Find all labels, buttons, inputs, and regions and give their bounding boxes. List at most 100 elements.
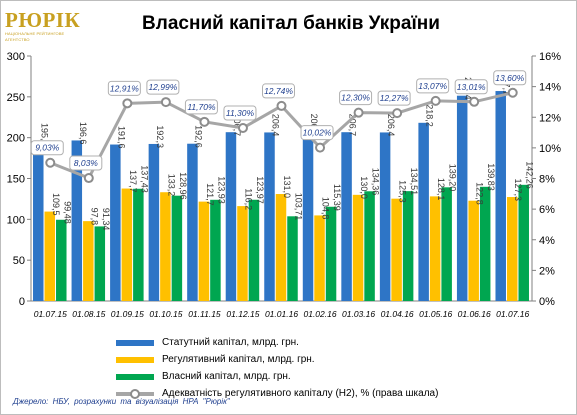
adequacy-callout-box [454, 79, 488, 95]
bar-own-capital [364, 191, 375, 301]
bar-authorized-capital [187, 143, 198, 301]
adequacy-callout-label: 10,02% [303, 128, 332, 138]
bar-value-label: 103,71 [294, 193, 304, 221]
bar-value-label: 130,0 [359, 176, 369, 199]
bar-own-capital [287, 216, 298, 301]
adequacy-callout-box [223, 105, 257, 121]
bar-authorized-capital [71, 140, 83, 301]
bar-value-label: 206,7 [348, 114, 358, 137]
adequacy-callout-label: 13,01% [457, 82, 486, 92]
bar-regulatory-capital [237, 206, 248, 301]
bar-value-label: 134,36 [371, 168, 381, 196]
bar-authorized-capital [264, 132, 275, 301]
y-tick-label-right: 16% [539, 51, 561, 63]
y-tick-label-left: 200 [7, 133, 25, 145]
bar-value-label: 125,3 [398, 180, 408, 203]
bar-regulatory-capital [160, 192, 171, 301]
bar-authorized-capital [33, 141, 44, 301]
bar-own-capital [210, 199, 221, 301]
bar-own-capital [441, 187, 452, 301]
adequacy-callout-box [30, 140, 64, 156]
bar-value-label: 195,3 [39, 123, 49, 146]
adequacy-callout-label: 8,03% [74, 158, 99, 168]
y-tick-label-left: 0 [19, 296, 25, 308]
bar-authorized-capital [110, 144, 121, 301]
line-point-adequacy [160, 97, 171, 108]
bar-value-label: 128,1 [436, 178, 446, 201]
chart-legend: Статутний капітал, млрд. грн. Регулятивн… [116, 334, 536, 402]
bar-value-label: 134,51 [409, 168, 419, 196]
bar-value-label: 133,2 [166, 174, 176, 197]
legend-item-adequacy: Адекватність регулятивного капіталу (Н2)… [116, 385, 536, 402]
bar-value-label: 206,8 [309, 114, 319, 137]
bar-authorized-capital [495, 91, 506, 301]
line-point-adequacy [83, 173, 94, 184]
x-tick-label: 01.11.15 [188, 309, 221, 319]
bar-value-label: 192,6 [193, 125, 203, 148]
bar-value-label: 97,8 [89, 208, 99, 226]
x-tick-label: 01.03.16 [342, 309, 375, 319]
adequacy-callout-box [493, 70, 527, 86]
bar-own-capital [325, 206, 337, 301]
line-point-adequacy [45, 157, 56, 168]
line-point-adequacy [430, 95, 441, 106]
bar-value-label: 206,4 [271, 114, 281, 137]
y-tick-label-left: 100 [7, 214, 25, 226]
legend-item-authorized-capital: Статутний капітал, млрд. грн. [116, 334, 536, 351]
x-tick-label: 01.10.15 [149, 309, 182, 319]
adequacy-callout-box [69, 155, 103, 171]
y-tick-label-right: 0% [539, 296, 555, 308]
legend-swatch-own [116, 373, 154, 380]
chart-plot: 0 50 100 150 200 250 300 0% 2% 4% 6% 8% 10% 12% 14% 16%… [7, 51, 562, 319]
line-point-adequacy [122, 98, 133, 109]
bar-own-capital [402, 191, 414, 301]
adequacy-callout-label: 12,74% [264, 86, 293, 96]
adequacy-callout-box [146, 79, 180, 95]
bar-regulatory-capital [391, 198, 402, 301]
x-tick-label: 01.04.16 [381, 309, 414, 319]
y-tick-label-right: 8% [539, 174, 555, 186]
adequacy-callout-box [416, 78, 450, 94]
legend-label-authorized: Статутний капітал, млрд. грн. [162, 337, 299, 348]
legend-swatch-authorized [116, 339, 154, 346]
bar-value-label: 139,20 [448, 164, 458, 192]
bar-regulatory-capital [506, 197, 518, 301]
y-tick-label-right: 6% [539, 204, 555, 216]
adequacy-callout-box [262, 83, 295, 99]
line-point-adequacy [507, 87, 518, 98]
line-point-adequacy [237, 122, 248, 133]
bar-value-label: 121,7 [205, 183, 215, 206]
bar-own-capital [518, 184, 529, 301]
bar-regulatory-capital [198, 201, 210, 301]
bar-regulatory-capital [352, 194, 364, 301]
bar-value-label: 104,8 [321, 197, 331, 220]
y-tick-label-right: 10% [539, 143, 561, 155]
bar-value-label: 137,43 [139, 165, 149, 193]
legend-label-regulatory: Регулятивний капітал, млрд. грн. [162, 354, 315, 365]
bar-value-label: 206,4 [386, 114, 396, 137]
bar-authorized-capital [225, 132, 237, 301]
bar-authorized-capital [148, 143, 160, 301]
y-tick-label-right: 4% [539, 235, 555, 247]
bar-own-capital [479, 186, 491, 301]
x-tick-label: 01.07.15 [34, 309, 67, 319]
line-point-adequacy [199, 116, 210, 127]
bar-value-label: 99,48 [62, 201, 72, 224]
legend-swatch-adequacy [116, 388, 154, 399]
bar-value-label: 196,6 [78, 122, 88, 145]
line-point-adequacy [353, 107, 364, 118]
x-tick-label: 01.05.16 [419, 309, 452, 319]
bar-value-label: 191,6 [116, 126, 126, 149]
legend-item-regulatory-capital: Регулятивний капітал, млрд. грн. [116, 351, 536, 368]
line-point-adequacy [469, 96, 480, 107]
bar-value-label: 115,39 [332, 184, 342, 211]
bar-value-label: 206,7 [232, 114, 242, 137]
bar-regulatory-capital [314, 215, 325, 301]
legend-item-own-capital: Власний капітал, млрд. грн. [116, 368, 536, 385]
adequacy-callout-box [300, 125, 334, 141]
bar-value-label: 91,34 [101, 208, 111, 231]
adequacy-callout-box [339, 90, 373, 106]
line-point-adequacy [392, 108, 403, 119]
bar-authorized-capital [341, 132, 352, 301]
